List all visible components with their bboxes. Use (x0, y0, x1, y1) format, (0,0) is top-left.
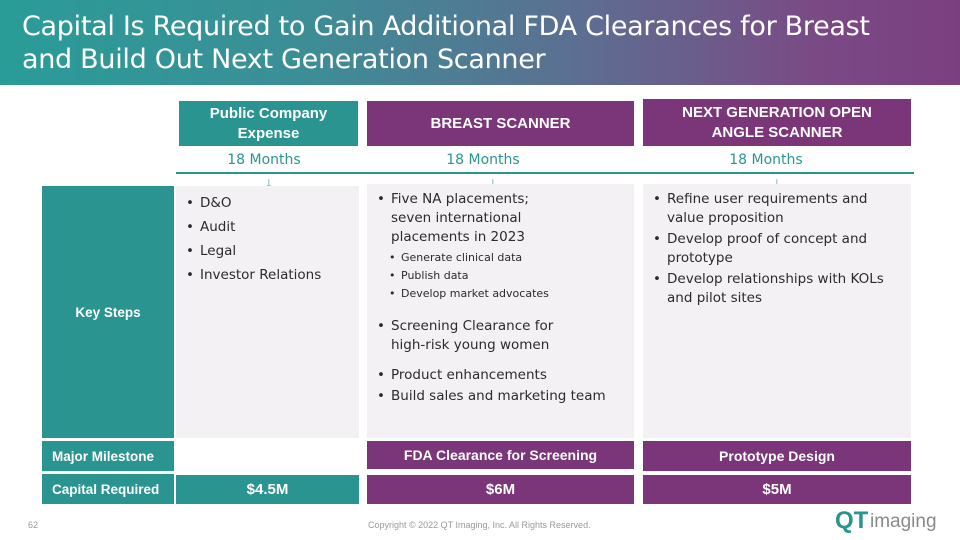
column-header-public-company-label: Public Company Expense (209, 104, 328, 142)
list-item: Refine user requirements and value propo… (647, 190, 897, 228)
list-item: Legal (180, 242, 355, 261)
panel-next-gen-scanner: Refine user requirements and value propo… (643, 184, 911, 438)
timeline-line (176, 172, 914, 174)
capital-required-label: Capital Required (52, 481, 160, 497)
list-item: Develop proof of concept and prototype (647, 230, 897, 268)
list-item: Product enhancements (371, 366, 630, 385)
list-item: Publish data (371, 267, 630, 285)
duration-public: 18 Months (227, 152, 301, 168)
column-header-public-company: Public Company Expense (179, 101, 358, 146)
row-label-key-steps: Key Steps (42, 186, 174, 438)
arrow-down-icon: ↓ (489, 174, 497, 190)
list-item: Generate clinical data (371, 249, 630, 267)
capital-next-gen-value: $5M (762, 481, 792, 498)
list-item: Develop relationships with KOLs and pilo… (647, 270, 897, 308)
title-banner: Capital Is Required to Gain Additional F… (0, 0, 960, 85)
breast-sub-steps-list: Generate clinical data Publish data Deve… (371, 249, 630, 303)
arrow-down-icon: ↓ (265, 174, 273, 190)
capital-public-value: $4.5M (246, 481, 289, 498)
duration-breast: 18 Months (446, 152, 520, 168)
major-milestone-label: Major Milestone (52, 448, 155, 464)
next-gen-steps-list: Refine user requirements and value propo… (647, 190, 897, 308)
row-label-capital-required: Capital Required (42, 474, 174, 504)
capital-breast-value: $6M (485, 481, 516, 498)
panel-breast-scanner: Five NA placements; seven international … (367, 184, 634, 438)
milestone-next-gen-text: Prototype Design (719, 448, 835, 464)
capital-public: $4.5M (176, 475, 359, 504)
page-number: 62 (28, 520, 39, 530)
key-steps-label: Key Steps (75, 304, 141, 320)
list-item: D&O (180, 194, 355, 213)
list-item: Screening Clearance for high-risk young … (371, 317, 561, 355)
panel-public-company: D&O Audit Legal Investor Relations (176, 186, 359, 438)
milestone-breast: FDA Clearance for Screening (367, 441, 634, 469)
copyright-text: Copyright © 2022 QT Imaging, Inc. All Ri… (368, 520, 591, 530)
list-item: Audit (180, 218, 355, 237)
breast-screening-list: Screening Clearance for high-risk young … (371, 317, 561, 355)
page-title: Capital Is Required to Gain Additional F… (22, 11, 870, 75)
public-company-steps-list: D&O Audit Legal Investor Relations (180, 194, 355, 285)
list-item: Develop market advocates (371, 285, 630, 303)
column-header-next-gen-label: NEXT GENERATION OPEN ANGLE SCANNER (682, 103, 872, 141)
arrow-down-icon: ↓ (773, 174, 781, 190)
row-label-major-milestone: Major Milestone (42, 441, 174, 471)
logo-imaging-text: imaging (870, 511, 937, 532)
breast-steps-list: Five NA placements; seven international … (371, 190, 571, 247)
list-item: Five NA placements; seven international … (371, 190, 571, 247)
column-header-next-gen-scanner: NEXT GENERATION OPEN ANGLE SCANNER (643, 99, 911, 146)
qt-imaging-logo: QT imaging (835, 507, 937, 534)
list-item: Build sales and marketing team (371, 387, 630, 406)
logo-qt-text: QT (835, 507, 869, 534)
capital-next-gen: $5M (643, 475, 911, 504)
milestone-breast-text: FDA Clearance for Screening (403, 447, 598, 463)
duration-next-gen: 18 Months (729, 152, 803, 168)
list-item: Investor Relations (180, 266, 355, 285)
column-header-breast-scanner: BREAST SCANNER (367, 101, 634, 146)
capital-breast: $6M (367, 475, 634, 504)
column-header-breast-scanner-label: BREAST SCANNER (430, 114, 571, 132)
milestone-next-gen: Prototype Design (643, 441, 911, 471)
breast-more-steps-list: Product enhancements Build sales and mar… (371, 366, 630, 406)
